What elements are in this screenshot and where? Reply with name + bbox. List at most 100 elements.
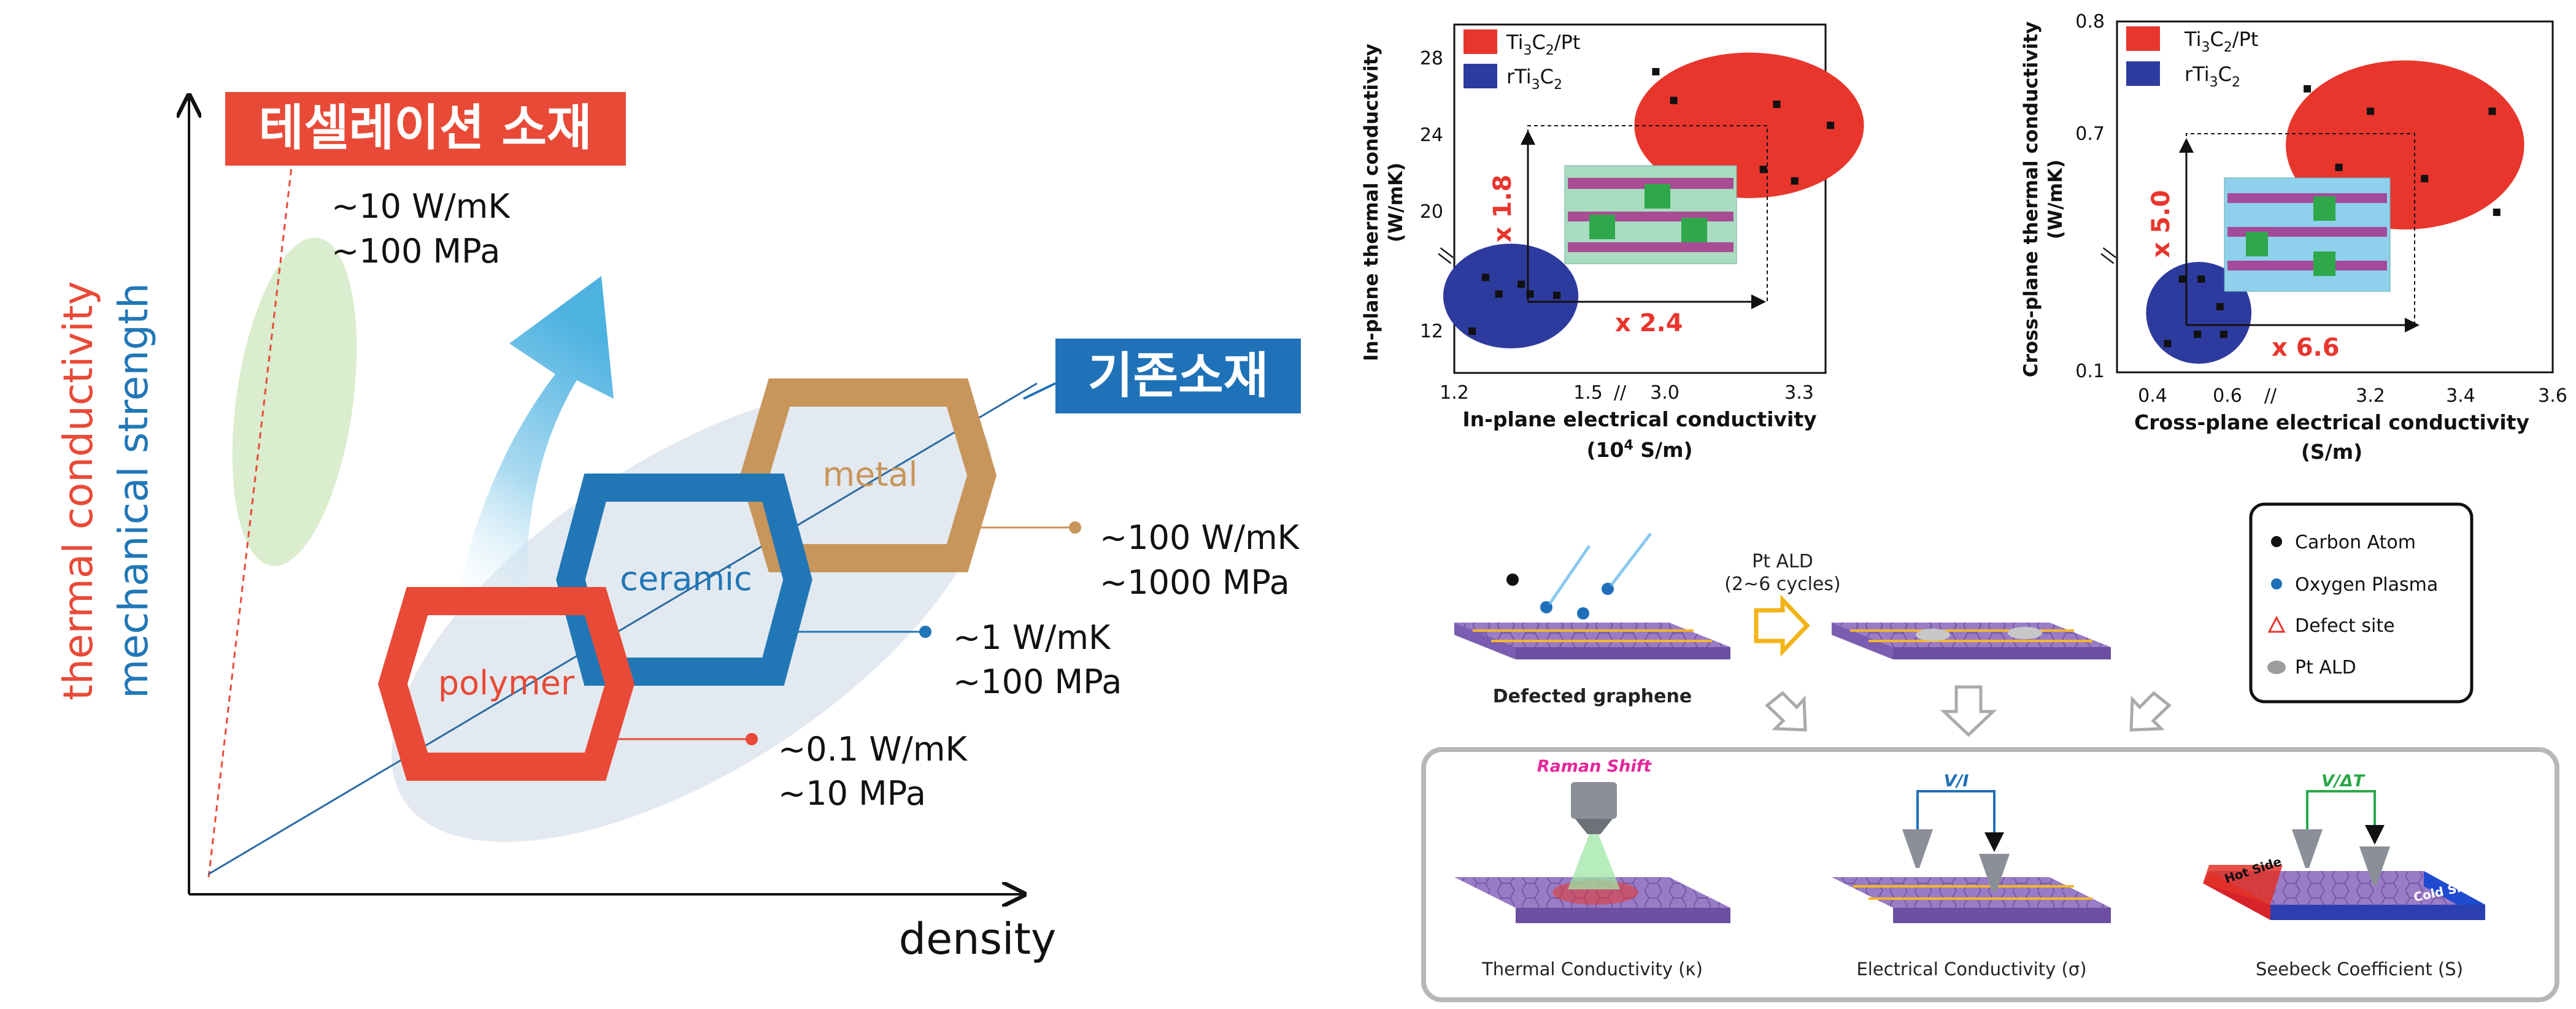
- plot2-legend-r: rTi3C2: [2185, 63, 2240, 90]
- data-point-1-1: [2197, 275, 2205, 283]
- data-point-1-4: [1553, 291, 1561, 299]
- polymer-hexagon: [378, 587, 634, 781]
- data-point-1-0: [1481, 274, 1489, 282]
- data-point-1-2: [1495, 290, 1503, 298]
- electrical-conductivity-label: Electrical Conductivity (σ): [1856, 959, 2086, 980]
- plot1-xunit: (104 S/m): [1586, 438, 1692, 462]
- new-material-highlight: [232, 237, 357, 566]
- y-label-strength: mechanical strength: [110, 283, 157, 699]
- existing-material-tag: 기존소재: [1088, 347, 1268, 404]
- y-label-thermal: thermal conductivity: [55, 281, 102, 700]
- ald-label-1: Pt ALD: [1752, 551, 1813, 572]
- plot1: 28 24 20 12 1.2 1.5 3.0 3.3 // // In-pla…: [1360, 23, 1864, 462]
- data-point-0-3: [1827, 121, 1835, 129]
- data-point-1-0: [2178, 275, 2186, 283]
- plot2-xlabel: Cross-plane electrical conductivity: [2134, 410, 2529, 434]
- seebeck-label: Seebeck Coefficient (S): [2256, 959, 2463, 980]
- plot1-legend-pt: Ti3C2/Pt: [1506, 31, 1580, 58]
- ceramic-dot: [919, 626, 931, 638]
- data-point-1-2: [2216, 303, 2224, 310]
- legend-defect: Defect site: [2295, 615, 2395, 637]
- cluster-1: [1443, 244, 1579, 348]
- metal-label: metal: [822, 455, 917, 494]
- electrical-measurement: [1832, 790, 2111, 923]
- data-point-0-4: [1759, 166, 1767, 174]
- polymer-thermal: ~0.1 W/mK: [778, 730, 968, 769]
- vdt-label: V/ΔT: [2321, 772, 2366, 791]
- plot2-ytick-0.7: 0.7: [2075, 123, 2105, 145]
- down-arrow-right: [2129, 691, 2172, 732]
- plot1-ylabel: In-plane thermal conductivity (W/mK): [1360, 44, 1407, 361]
- existing-material-trend-line: [208, 382, 1038, 875]
- plot2-ylabel: Cross-plane thermal conductivity (W/mK): [2020, 21, 2067, 377]
- data-point-1-3: [2164, 340, 2172, 347]
- plot1-xtick-1.5: 1.5: [1573, 382, 1603, 404]
- plot1-ytick-28: 28: [1420, 48, 1443, 69]
- metal-strength: ~1000 MPa: [1100, 563, 1290, 602]
- data-point-1-1: [1517, 280, 1525, 288]
- data-point-1-5: [2219, 331, 2227, 338]
- metal-thermal: ~100 W/mK: [1100, 518, 1300, 557]
- plot2-mult-x: x 6.6: [2272, 334, 2340, 362]
- cluster-0: [1634, 52, 1864, 198]
- plot1-legend-r: rTi3C2: [1506, 65, 1562, 93]
- polymer-label: polymer: [438, 664, 575, 702]
- plot2-ytick-0.8: 0.8: [2075, 11, 2105, 33]
- plot1-xlabel: In-plane electrical conductivity: [1462, 407, 1816, 431]
- plot2-xtick-0.6: 0.6: [2213, 385, 2242, 407]
- plot2-xunit: (S/m): [2301, 440, 2362, 464]
- ceramic-strength: ~100 MPa: [953, 662, 1122, 701]
- svg-text://: //: [2264, 385, 2277, 407]
- new-material-tag-bg: [225, 92, 626, 166]
- plot1-xtick-1.2: 1.2: [1440, 382, 1469, 404]
- oxygen-plasma-icon: [2271, 578, 2282, 589]
- down-arrow-left: [1765, 691, 1807, 732]
- ald-arrow: [1754, 594, 1810, 657]
- data-point-1-4: [2194, 331, 2202, 338]
- carbon-atom-icon: [2271, 536, 2282, 547]
- plot1-ytick-12: 12: [1420, 321, 1443, 342]
- ald-graphene-sheet: [1832, 623, 2111, 659]
- data-point-0-5: [2493, 209, 2501, 217]
- plot1-ytick-24: 24: [1420, 125, 1443, 146]
- new-material-tag: 테셀레이션 소재: [258, 99, 592, 156]
- ceramic-hexagon: [556, 474, 812, 686]
- fabrication-schematic: Defected graphene Pt ALD (2~6 cycles) Ca…: [1421, 502, 2559, 1002]
- schematic-legend: [2249, 502, 2474, 704]
- plot1-xtick-3.0: 3.0: [1650, 382, 1679, 404]
- svg-text://: //: [1614, 382, 1627, 404]
- ceramic-label: ceramic: [620, 559, 752, 598]
- legend-carbon: Carbon Atom: [2295, 532, 2416, 553]
- plot2-frame: [2116, 20, 2554, 374]
- ald-label-2: (2~6 cycles): [1724, 574, 1840, 595]
- legend-oxygen: Oxygen Plasma: [2295, 574, 2438, 596]
- new-material-trend-line: [207, 140, 296, 878]
- thermal-measurement: [1454, 782, 1730, 923]
- plot2-legend-pt: Ti3C2/Pt: [2184, 28, 2258, 55]
- data-point-0-1: [2335, 163, 2343, 171]
- polymer-strength: ~10 MPa: [778, 774, 926, 813]
- plot2-xtick-3.4: 3.4: [2446, 385, 2475, 407]
- data-point-0-0: [2304, 85, 2312, 93]
- defected-graphene-label: Defected graphene: [1493, 686, 1692, 707]
- plot2-xtick-3.6: 3.6: [2538, 385, 2567, 407]
- data-point-0-0: [1652, 67, 1660, 75]
- pt-ald-icon: [2267, 661, 2286, 674]
- defect-site-icon: [2267, 615, 2286, 633]
- plot2-legend-swatch-r: [2126, 61, 2160, 86]
- polymer-dot: [746, 733, 758, 745]
- plot2-xtick-0.4: 0.4: [2138, 385, 2167, 407]
- plot2: 0.8 0.7 0.1 // 0.4 0.6 // 3.2 3.4 3.6 Cr…: [2020, 11, 2567, 464]
- data-point-0-4: [2488, 107, 2496, 115]
- data-point-0-5: [1791, 177, 1799, 185]
- upgrade-arrow: [454, 276, 614, 620]
- raman-shift-label: Raman Shift: [1537, 757, 1652, 776]
- existing-material-tag-bg: [1055, 339, 1301, 413]
- data-point-0-2: [2367, 107, 2374, 115]
- down-arrow-center: [1940, 685, 1997, 737]
- defected-graphene-sheet: [1454, 532, 1730, 659]
- thermal-conductivity-label: Thermal Conductivity (κ): [1481, 959, 1703, 980]
- plot2-ytick-0.1: 0.1: [2075, 361, 2105, 382]
- new-strength: ~100 MPa: [331, 232, 500, 270]
- ceramic-thermal: ~1 W/mK: [953, 618, 1111, 657]
